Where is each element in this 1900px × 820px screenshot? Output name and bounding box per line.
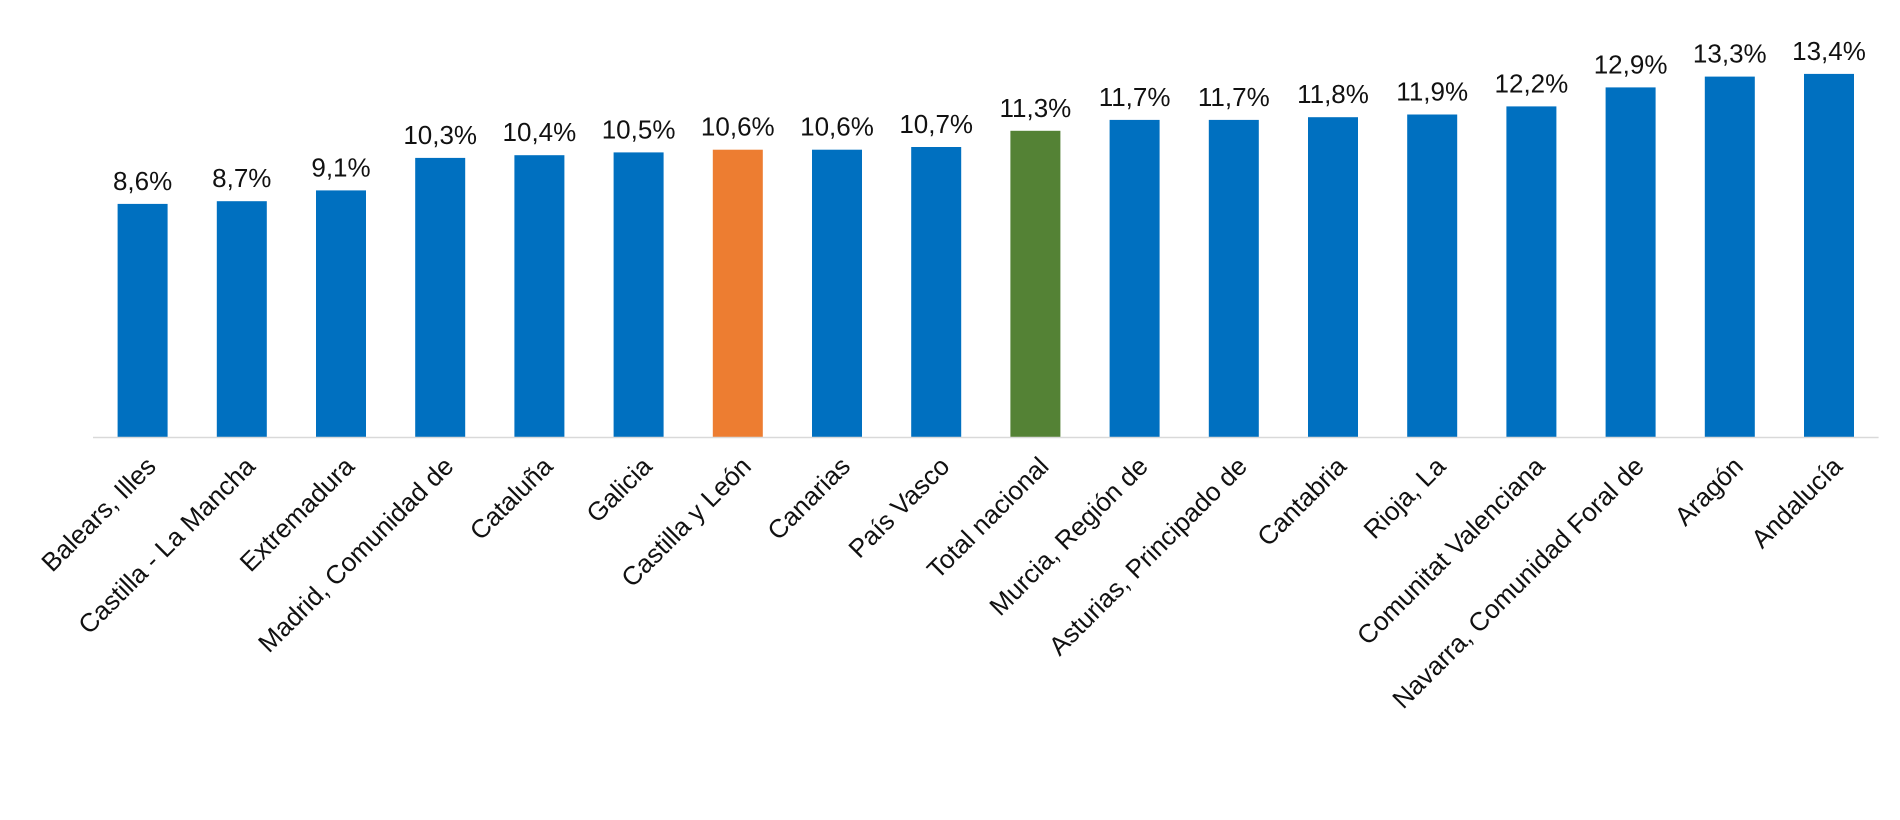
bar-andalucía [1804,73,1854,438]
category-label: Canarias [761,451,856,546]
bar-extremadura [316,190,366,437]
bar-galicia [613,152,664,437]
data-label: 12,2% [1495,68,1569,98]
category-label: Rioja, La [1358,451,1452,545]
category-label: Madrid, Comunidad de [252,451,459,658]
data-label: 10,6% [800,112,874,142]
data-label: 8,7% [212,163,271,193]
data-label: 10,7% [899,109,973,139]
category-label: Asturias, Principado de [1043,451,1253,661]
category-label: Comunitat Valenciana [1351,451,1551,651]
data-label: 12,9% [1594,49,1668,79]
bar-cataluña [514,155,565,437]
data-label: 13,4% [1792,36,1866,66]
data-label: 11,3% [1000,93,1072,123]
bar-navarra-comunidad-foral-de [1605,87,1656,438]
bar-total-nacional [1010,130,1061,438]
category-label: Cataluña [464,451,559,546]
bar-murcia-región-de [1109,119,1160,438]
bar-castilla-la-mancha [216,201,267,437]
data-label: 11,8% [1297,79,1369,109]
bar-asturias-principado-de [1208,119,1259,438]
bar-madrid-comunidad-de [415,157,466,437]
data-label: 9,1% [311,152,370,182]
category-label: Galicia [580,451,658,529]
data-label: 8,6% [113,166,172,196]
bar-castilla-y-león [712,149,763,437]
bar-cantabria [1308,117,1358,437]
data-label: 11,7% [1099,82,1171,112]
data-labels-layer: 8,6% 8,7% 9,1% 10,3% 10,4% 10,5% 10,6% 10,6% 10,… [113,36,1866,196]
category-label: Castilla - La Mancha [72,451,261,640]
bar-aragón [1704,76,1755,437]
category-label: Andalucía [1745,451,1848,554]
bar-balears-illes [117,203,168,437]
data-label: 11,7% [1198,82,1270,112]
data-label: 13,3% [1693,39,1767,69]
category-label: Cantabria [1251,451,1352,552]
bar-país-vasco [911,147,962,437]
data-label: 10,3% [403,120,477,150]
bars-layer [117,73,1854,438]
data-label: 10,4% [503,117,577,147]
bar-rioja-la [1407,114,1458,437]
data-label: 10,5% [602,114,676,144]
bar-comunitat-valenciana [1506,106,1557,438]
category-label: Aragón [1668,451,1748,531]
data-label: 10,6% [701,112,775,142]
data-label: 11,9% [1396,77,1468,107]
bar-canarias [812,149,862,437]
